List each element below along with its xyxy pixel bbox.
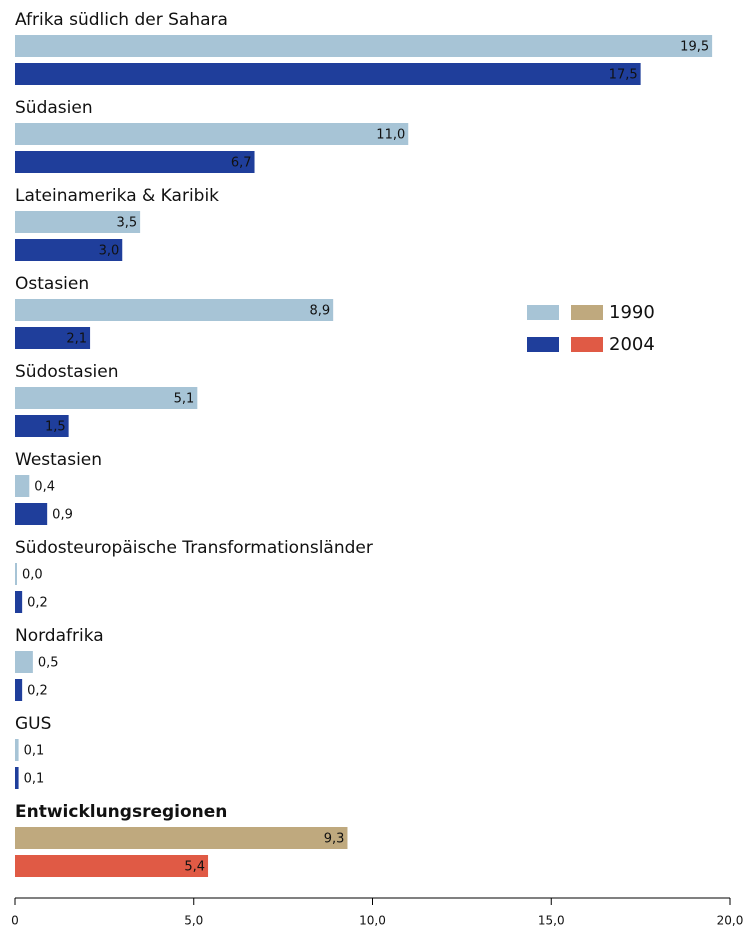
x-tick-label: 20,0 xyxy=(717,914,744,928)
value-label: 0,5 xyxy=(38,656,59,671)
x-tick-label: 10,0 xyxy=(359,914,386,928)
x-tick-label: 5,0 xyxy=(184,914,203,928)
value-label: 0,9 xyxy=(52,508,73,523)
value-label: 17,5 xyxy=(609,68,638,83)
bar xyxy=(15,475,30,497)
category-label: Südosteuropäische Transformationsländer xyxy=(15,538,373,558)
value-label: 8,9 xyxy=(309,304,330,319)
bar xyxy=(15,651,33,673)
value-label: 9,3 xyxy=(324,832,345,847)
bar xyxy=(15,387,198,409)
category-label: Westasien xyxy=(15,450,102,470)
bar xyxy=(15,563,17,585)
bar xyxy=(15,767,19,789)
value-label: 1,5 xyxy=(45,420,66,435)
legend-swatch xyxy=(571,337,603,352)
value-label: 5,1 xyxy=(174,392,195,407)
legend-swatch xyxy=(527,305,559,320)
bar xyxy=(15,415,69,437)
category-label: Südasien xyxy=(15,98,93,118)
bar xyxy=(15,35,713,57)
value-label: 0,2 xyxy=(27,596,48,611)
bar xyxy=(15,503,48,525)
bar xyxy=(15,299,334,321)
legend-swatch xyxy=(571,305,603,320)
category-label: GUS xyxy=(15,714,51,734)
value-label: 0,4 xyxy=(34,480,55,495)
category-label: Lateinamerika & Karibik xyxy=(15,186,219,206)
value-label: 0,1 xyxy=(24,772,45,787)
value-label: 19,5 xyxy=(680,40,709,55)
x-tick-label: 0 xyxy=(11,914,19,928)
category-label: Nordafrika xyxy=(15,626,104,646)
value-label: 3,5 xyxy=(116,216,137,231)
bar xyxy=(15,739,19,761)
category-label: Südostasien xyxy=(15,362,119,382)
value-label: 3,0 xyxy=(99,244,120,259)
category-label: Ostasien xyxy=(15,274,89,294)
bar xyxy=(15,855,209,877)
legend-label: 2004 xyxy=(609,334,655,355)
value-label: 6,7 xyxy=(231,156,252,171)
bar xyxy=(15,327,91,349)
bar xyxy=(15,63,641,85)
category-label: Afrika südlich der Sahara xyxy=(15,10,228,30)
bar xyxy=(15,211,141,233)
value-label: 2,1 xyxy=(66,332,87,347)
value-label: 0,1 xyxy=(24,744,45,759)
value-label: 0,0 xyxy=(22,568,43,583)
value-label: 5,4 xyxy=(184,860,205,875)
bar xyxy=(15,151,255,173)
bar xyxy=(15,239,123,261)
bar xyxy=(15,591,23,613)
category-label: Entwicklungsregionen xyxy=(15,802,227,822)
bar xyxy=(15,827,348,849)
value-label: 11,0 xyxy=(376,128,405,143)
x-tick-label: 15,0 xyxy=(538,914,565,928)
bar xyxy=(15,123,409,145)
legend-swatch xyxy=(527,337,559,352)
bar xyxy=(15,679,23,701)
legend-label: 1990 xyxy=(609,302,655,323)
value-label: 0,2 xyxy=(27,684,48,699)
